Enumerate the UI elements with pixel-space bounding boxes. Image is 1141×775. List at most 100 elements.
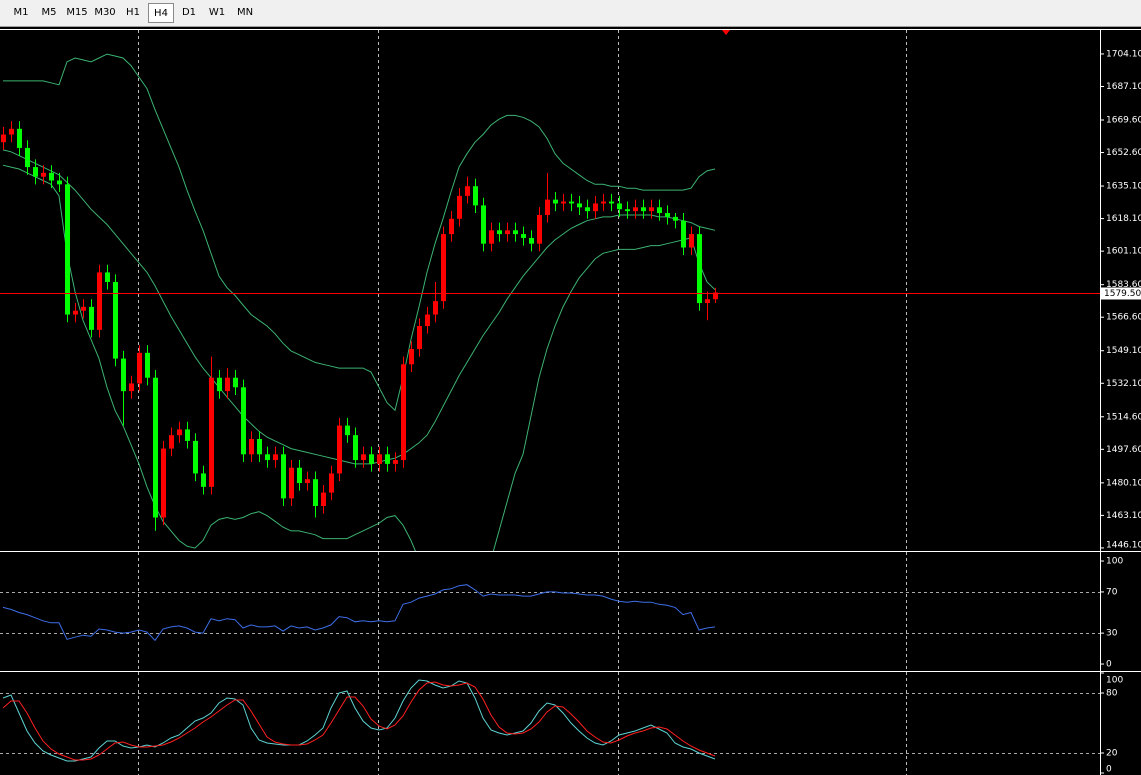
candle-body [105,272,110,282]
candle-body [265,454,270,461]
candle-body [345,425,350,436]
y-tick-label: 1446.10 [1106,541,1141,551]
timeframe-button[interactable]: M1 [13,7,29,18]
candle-body [393,460,398,464]
candle-body [385,454,390,464]
candle-body [513,230,518,235]
timeframe-button[interactable]: D1 [181,7,197,18]
timeframe-button[interactable]: M5 [41,7,57,18]
y-tick-label: 30 [1106,629,1118,639]
candle-body [369,454,374,464]
y-tick-label: 100 [1106,676,1123,686]
pane-borders [0,29,1141,775]
candle-body [441,234,446,302]
candle-body [177,429,182,436]
candle-body [73,310,78,315]
candle-body [545,199,550,215]
y-tick-label: 1463.10 [1106,511,1141,521]
candle-body [129,383,134,392]
candle-body [465,186,470,196]
timeframe-button[interactable]: M15 [66,7,88,18]
candle-body [185,429,190,441]
candle-body [553,199,558,204]
candle-body [577,203,582,208]
candle-body [57,180,62,185]
y-tick-label: 1704.10 [1106,49,1141,59]
candle-body [657,207,662,214]
indicator-line [2,164,716,551]
candle-body [497,230,502,235]
candle-body [521,234,526,238]
candle-body [353,435,358,461]
candle-body [361,454,366,461]
candle-body [297,467,302,484]
candle-body [585,207,590,212]
candle-body [169,435,174,449]
y-tick-label: 1618.10 [1106,214,1141,224]
candle-body [289,467,294,499]
candle-body [241,387,246,455]
timeframe-button[interactable]: MN [236,7,254,18]
candle-body [49,172,54,181]
period-separators [138,30,907,775]
candle-body [681,220,686,248]
y-tick-label: 1549.10 [1106,346,1141,356]
candle-body [705,299,710,304]
y-tick-label: 100 [1106,557,1123,567]
y-tick-label: 1652.60 [1106,148,1141,158]
y-tick-label: 0 [1106,660,1112,670]
y-tick-label: 1480.10 [1106,478,1141,488]
y-tick-label: 1566.60 [1106,313,1141,323]
indicator-line [2,681,716,761]
candle-body [449,218,454,235]
timeframe-button[interactable]: H1 [126,7,140,18]
y-tick-label: 20 [1106,749,1118,759]
candle-body [377,454,382,464]
y-tick-label: 1635.10 [1106,182,1141,192]
indicator-line [2,679,716,762]
candle-body [337,425,342,474]
timeframe-button[interactable]: W1 [208,7,226,18]
shift-marker [722,30,730,35]
candle-body [1,134,6,143]
candle-body [313,479,318,507]
y-tick-label: 1497.60 [1106,445,1141,455]
candle-body [401,364,406,461]
candle-body [249,438,254,455]
timeframe-button[interactable]: H4 [148,3,174,23]
pane-plot [0,679,1100,762]
candle-body [25,147,30,168]
candle-body [321,492,326,507]
candle-body [673,216,678,221]
candle-body [329,473,334,493]
candle-body [257,438,262,455]
candle-body [161,448,166,518]
candle-body [17,128,22,148]
candle-body [281,454,286,499]
candle-body [713,292,718,300]
candle-body [113,281,118,359]
candle-body [481,205,486,244]
candle-body [97,272,102,330]
current-price-label: 1579.50 [1104,289,1141,299]
background [0,27,1141,775]
pane-plot [0,584,1100,642]
y-tick-label: 1669.60 [1106,115,1141,125]
candle-body [593,203,598,212]
candle-body [201,473,206,487]
candle-body [537,214,542,244]
candle-body [689,234,694,248]
timeframe-button[interactable]: M30 [94,7,116,18]
indicator-line [3,53,716,412]
indicator-line [2,584,716,642]
candle-body [121,358,126,392]
y-tick-label: 80 [1106,689,1118,699]
y-tick-label: 70 [1106,587,1118,597]
candle-body [193,440,198,474]
candle-body [561,201,566,204]
candle-body [617,203,622,210]
candle-body [137,352,142,384]
y-tick-label: 1687.10 [1106,82,1141,92]
